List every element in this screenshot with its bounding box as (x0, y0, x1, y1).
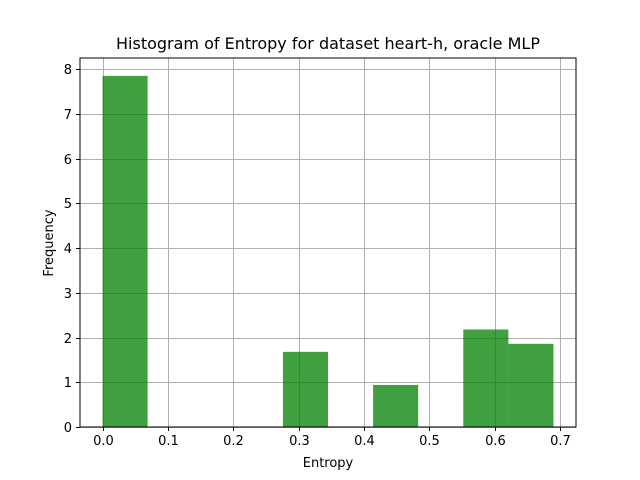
x-tick-label: 0.5 (419, 434, 440, 449)
y-tick-label: 5 (64, 197, 72, 212)
y-axis: 0 1 2 3 4 5 6 7 8 (64, 63, 80, 436)
y-tick-label: 4 (64, 242, 72, 257)
y-tick-label: 6 (64, 153, 72, 168)
histogram-bar (373, 384, 419, 427)
x-axis-label: Entropy (303, 456, 354, 471)
y-tick-label: 8 (64, 63, 72, 78)
x-tick-label: 0.4 (354, 434, 375, 449)
x-axis: 0.0 0.1 0.2 0.3 0.4 0.5 0.6 0.7 (93, 427, 571, 449)
x-tick-label: 0.7 (550, 434, 571, 449)
y-tick-label: 1 (64, 376, 72, 391)
grid (80, 58, 576, 428)
x-tick-label: 0.3 (289, 434, 310, 449)
x-tick-label: 0.0 (93, 434, 114, 449)
histogram-bar (102, 75, 148, 428)
y-tick-label: 2 (64, 332, 72, 347)
x-tick-label: 0.1 (158, 434, 179, 449)
y-tick-label: 3 (64, 287, 72, 302)
x-tick-label: 0.2 (223, 434, 244, 449)
y-tick-label: 7 (64, 108, 72, 123)
histogram-bar (463, 329, 509, 427)
chart-title: Histogram of Entropy for dataset heart-h… (116, 34, 540, 53)
plot-frame (79, 57, 577, 428)
histogram-bar (508, 343, 554, 427)
bars (102, 75, 554, 428)
y-tick-label: 0 (64, 421, 72, 436)
y-axis-label: Frequency (42, 209, 57, 276)
histogram-bar (282, 351, 328, 427)
x-tick-label: 0.6 (485, 434, 506, 449)
